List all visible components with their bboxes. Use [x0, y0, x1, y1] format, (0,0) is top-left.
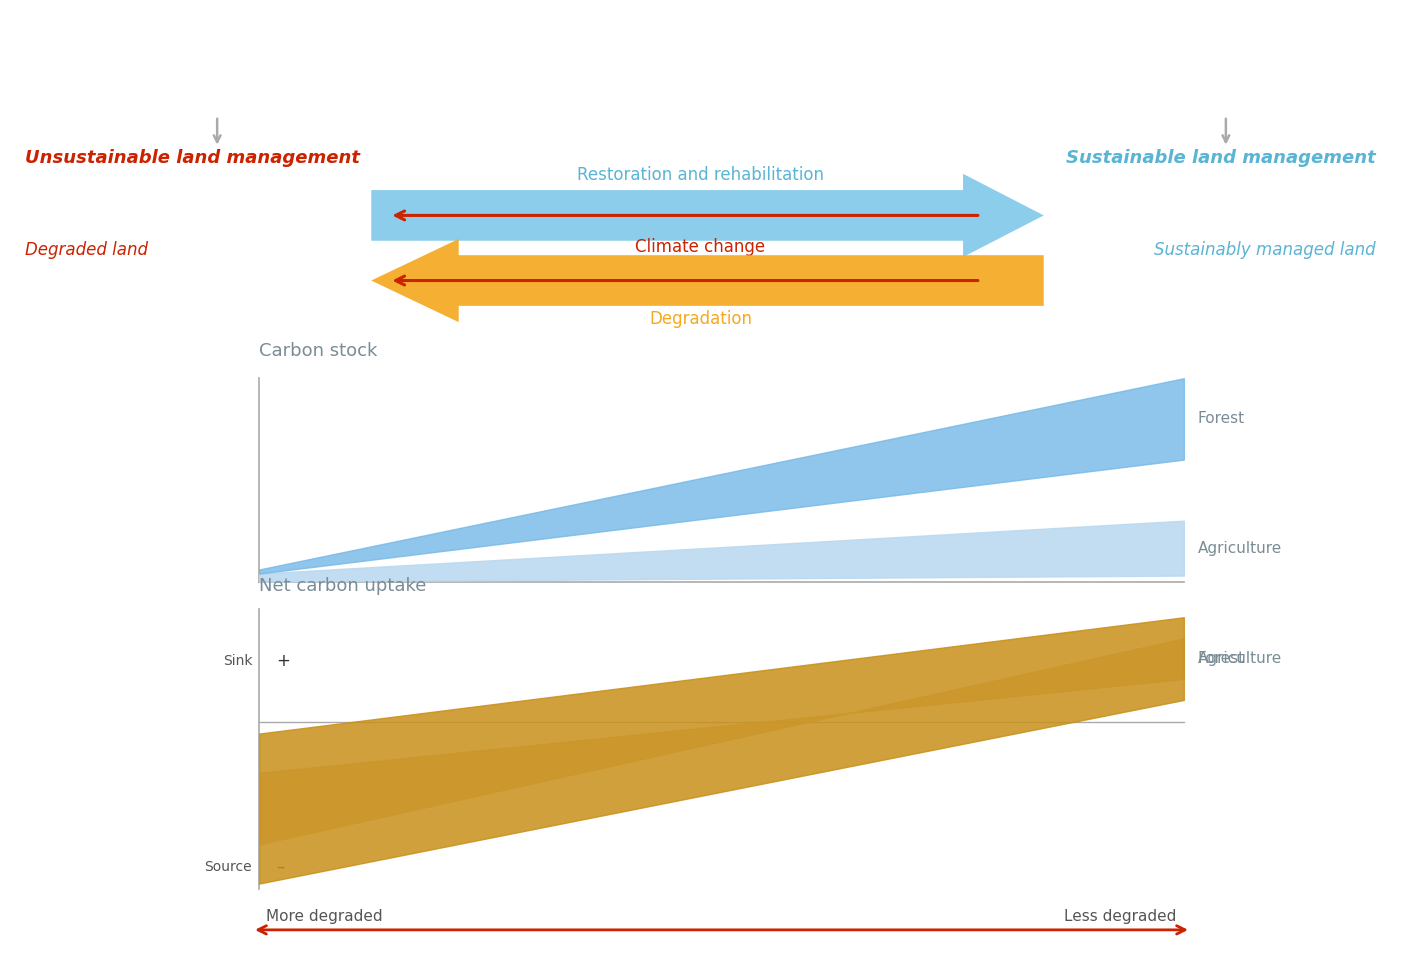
- Text: Unsustainable land management: Unsustainable land management: [25, 149, 360, 167]
- Text: –: –: [276, 857, 284, 876]
- Text: Degradation: Degradation: [649, 310, 752, 328]
- Text: +: +: [276, 652, 290, 670]
- Text: Forest: Forest: [1198, 412, 1245, 427]
- Text: Agriculture: Agriculture: [1198, 541, 1282, 556]
- Text: Land management options: Land management options: [551, 16, 850, 36]
- Text: Forest: Forest: [1198, 651, 1245, 666]
- Text: Sink: Sink: [223, 654, 252, 668]
- Text: Restoration and rehabilitation: Restoration and rehabilitation: [577, 166, 824, 184]
- Text: Less degraded: Less degraded: [1065, 909, 1177, 924]
- Text: Source: Source: [205, 859, 252, 874]
- Text: Climate change: Climate change: [636, 238, 765, 256]
- Text: More degraded: More degraded: [266, 909, 382, 924]
- Text: Agriculture: Agriculture: [1198, 651, 1282, 666]
- Polygon shape: [371, 239, 1044, 323]
- Text: Net carbon uptake: Net carbon uptake: [259, 577, 426, 595]
- Text: Carbon stock: Carbon stock: [259, 342, 377, 360]
- Polygon shape: [371, 174, 1044, 257]
- Text: Sustainable land management: Sustainable land management: [1066, 149, 1376, 167]
- Text: Sustainably managed land: Sustainably managed land: [1154, 241, 1376, 258]
- Text: Degraded land: Degraded land: [25, 241, 149, 258]
